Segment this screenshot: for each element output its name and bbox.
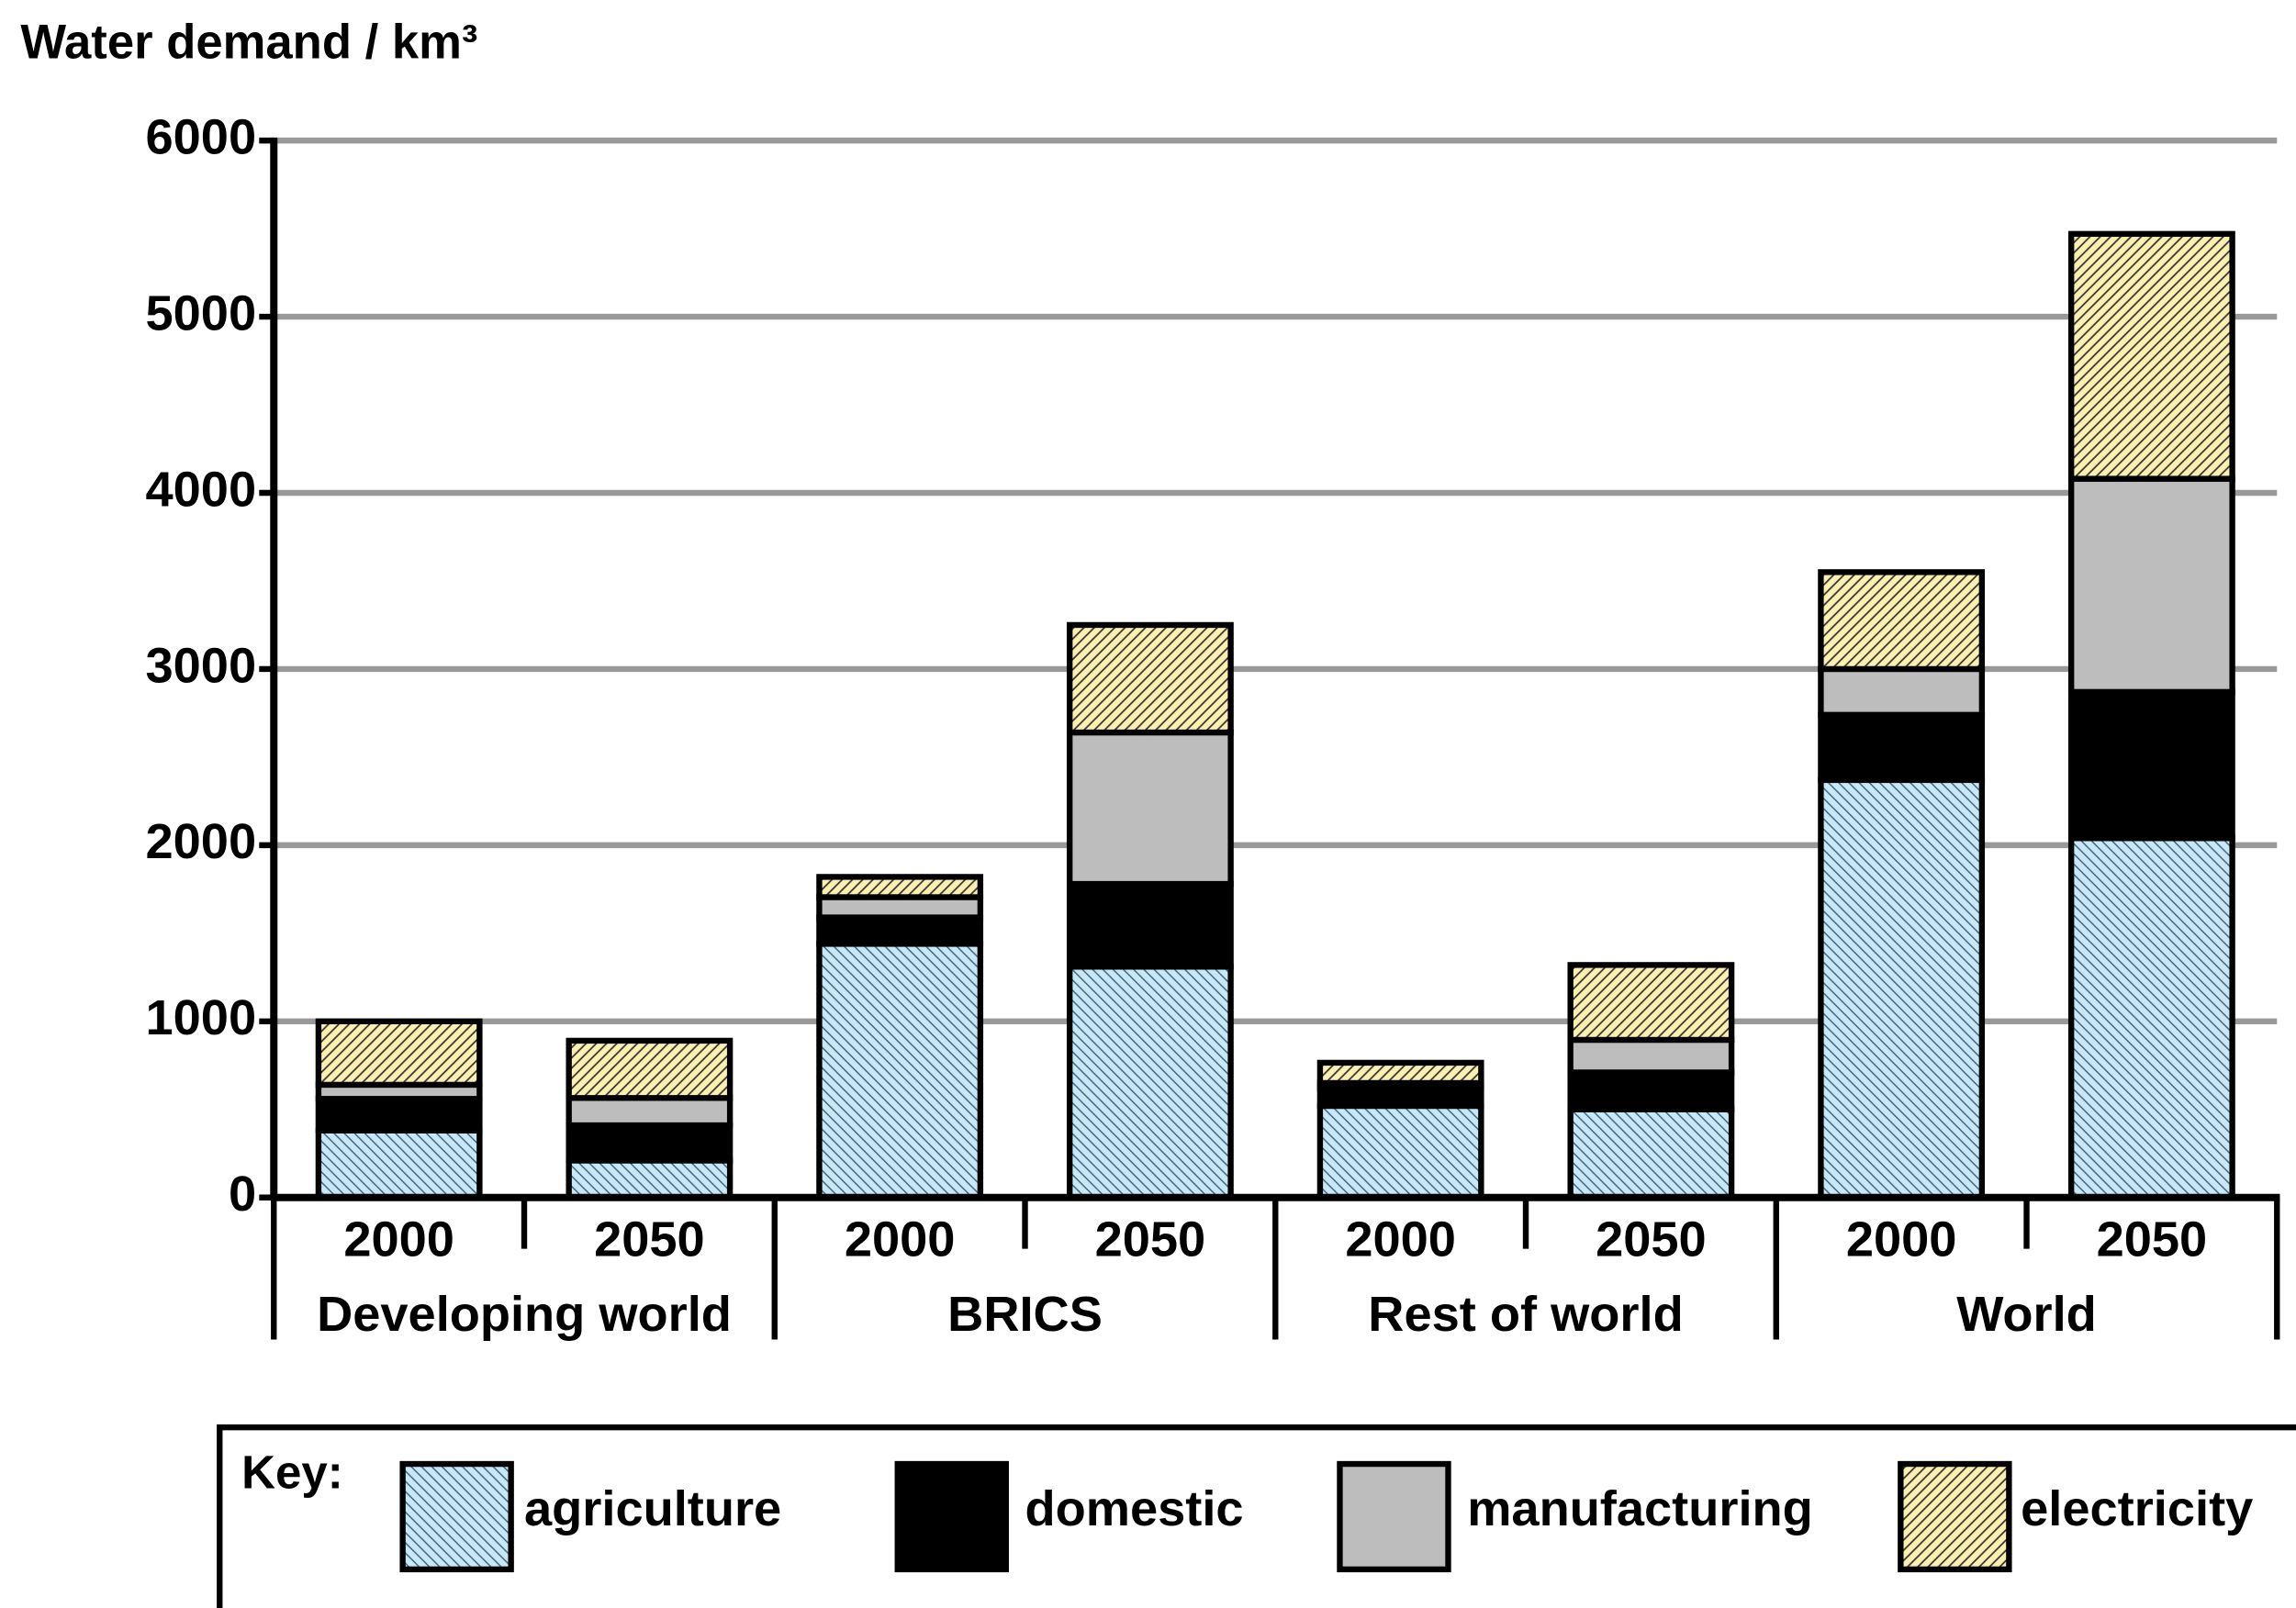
bar-segment bbox=[1818, 711, 1986, 784]
legend-box bbox=[217, 1424, 2296, 1608]
y-tick-label: 3000 bbox=[146, 638, 257, 693]
legend-label: domestic bbox=[1025, 1481, 1244, 1536]
bar-segment bbox=[315, 1018, 483, 1089]
legend-label: manufacturing bbox=[1467, 1481, 1813, 1536]
bar-segment bbox=[1567, 1106, 1735, 1200]
y-axis-label: Water demand / km³ bbox=[20, 15, 477, 69]
bar-segment bbox=[2067, 230, 2235, 482]
bar-segment bbox=[1066, 880, 1234, 970]
legend-label: agriculture bbox=[524, 1481, 781, 1536]
x-tick-label: 2000 bbox=[1846, 1212, 1957, 1267]
x-tick-label: 2050 bbox=[1095, 1212, 1206, 1267]
group-label: Developing world bbox=[317, 1287, 732, 1342]
x-tick-label: 2000 bbox=[1345, 1212, 1456, 1267]
bar-segment bbox=[2067, 475, 2235, 696]
bar-segment bbox=[566, 1122, 734, 1164]
y-tick-label: 4000 bbox=[146, 462, 257, 517]
legend-title: Key: bbox=[241, 1446, 343, 1498]
bar-segment bbox=[1818, 665, 1986, 719]
bar-segment bbox=[315, 1096, 483, 1134]
bar-segment bbox=[1818, 569, 1986, 673]
bar-segment bbox=[2067, 835, 2235, 1200]
bar-segment bbox=[1567, 962, 1735, 1044]
legend-swatch bbox=[399, 1460, 514, 1573]
x-tick-label: 2000 bbox=[343, 1212, 454, 1267]
bar-segment bbox=[1316, 1059, 1484, 1087]
bar-segment bbox=[1066, 729, 1234, 888]
bar-segment bbox=[1567, 1069, 1735, 1112]
x-tick-label: 2050 bbox=[594, 1212, 705, 1267]
legend-swatch bbox=[1898, 1460, 2012, 1573]
bar-segment bbox=[816, 941, 984, 1200]
bar-segment bbox=[1066, 621, 1234, 736]
legend-label: electricity bbox=[2021, 1481, 2253, 1536]
legend-swatch bbox=[1337, 1460, 1451, 1573]
bar-segment bbox=[566, 1095, 734, 1129]
y-tick-label: 0 bbox=[229, 1167, 256, 1222]
y-tick-label: 6000 bbox=[146, 109, 257, 164]
bar-segment bbox=[1316, 1102, 1484, 1200]
group-label: BRICS bbox=[947, 1287, 1103, 1342]
bar-segment bbox=[816, 894, 984, 921]
y-tick-label: 1000 bbox=[146, 990, 257, 1045]
y-tick-label: 2000 bbox=[146, 814, 257, 869]
bar-segment bbox=[315, 1127, 483, 1200]
y-tick-label: 5000 bbox=[146, 285, 257, 341]
x-tick-label: 2050 bbox=[1596, 1212, 1707, 1267]
bar-segment bbox=[2067, 688, 2235, 842]
group-label: World bbox=[1956, 1287, 2097, 1342]
bar-segment bbox=[816, 914, 984, 947]
x-tick-label: 2050 bbox=[2097, 1212, 2208, 1267]
group-label: Rest of world bbox=[1368, 1287, 1683, 1342]
bar-segment bbox=[816, 874, 984, 900]
legend-swatch bbox=[894, 1460, 1009, 1573]
bar-segment bbox=[1818, 776, 1986, 1200]
bar-segment bbox=[566, 1157, 734, 1200]
bar-segment bbox=[566, 1037, 734, 1101]
x-tick-label: 2000 bbox=[845, 1212, 956, 1267]
bar-segment bbox=[1066, 964, 1234, 1200]
bar-segment bbox=[1567, 1036, 1735, 1076]
